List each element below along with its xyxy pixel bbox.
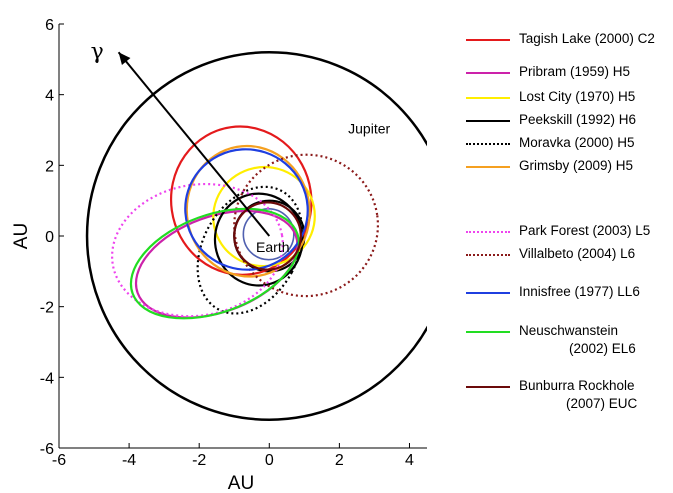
- annotation-layer: γ Earth Jupiter: [91, 39, 391, 255]
- orbit-villalbeto-2004-l6: [233, 153, 380, 298]
- legend-swatch: [466, 331, 510, 333]
- x-tick-label: -4: [122, 452, 136, 469]
- legend-swatch: [466, 254, 510, 256]
- orbit-tagish-lake-2000-c2: [169, 125, 313, 276]
- gamma-arrow-shaft: [117, 51, 271, 237]
- orbit-innisfree-1977-ll6: [184, 148, 309, 271]
- orbit-park-forest-2003-l5: [111, 182, 284, 318]
- orbit-peekskill-1992-h6: [213, 192, 304, 287]
- legend-label: Lost City (1970) H5: [519, 89, 636, 104]
- legend-swatch: [466, 386, 510, 388]
- orbit-bunburra-rockhole-2007-euc: [233, 201, 302, 271]
- legend-swatch: [466, 120, 510, 122]
- x-tick-label: 4: [405, 452, 414, 469]
- legend-label: Pribram (1959) H5: [519, 64, 631, 79]
- y-tick-label: 2: [45, 158, 54, 175]
- reference-orbit-jupiter: [85, 51, 427, 421]
- x-tick-label: 2: [335, 452, 344, 469]
- y-tick-label: 4: [45, 88, 54, 105]
- legend-label: Moravka (2000) H5: [519, 135, 635, 150]
- axes: -6 -4 -2 0 2 4 -6 -4 -2 0 2 4 6 AU AU: [11, 17, 427, 493]
- legend-swatch: [466, 166, 510, 168]
- y-tick-label: -4: [40, 370, 54, 387]
- orbit-moravka-2000-h5: [196, 185, 304, 315]
- legend-label: Bunburra Rockhole: [519, 378, 635, 393]
- earth-label: Earth: [256, 239, 289, 255]
- legend-label: Innisfree (1977) LL6: [519, 284, 640, 299]
- gamma-label: γ: [91, 39, 104, 64]
- x-tick-label: 0: [265, 452, 274, 469]
- x-tick-label: -6: [52, 452, 66, 469]
- y-tick-label: 6: [45, 17, 54, 34]
- legend-label-line2: (2007) EUC: [566, 396, 638, 411]
- x-tick-label: -2: [192, 452, 206, 469]
- orbit-lost-city-1970-h5: [212, 165, 316, 268]
- legend-label: Villalbeto (2004) L6: [519, 246, 636, 261]
- orbit-neuschwanstein-2002-el6: [129, 207, 301, 320]
- y-axis-label: AU: [11, 223, 32, 249]
- legend-swatch: [466, 292, 510, 294]
- gamma-arrow-head: [118, 52, 131, 66]
- y-tick-label: -6: [40, 441, 54, 458]
- legend-swatch: [466, 231, 510, 233]
- legend-label: Grimsby (2009) H5: [519, 158, 634, 173]
- legend-label: Neuschwanstein: [519, 323, 619, 338]
- legend-label-line2: (2002) EL6: [569, 341, 636, 356]
- legend-swatch: [466, 97, 510, 99]
- legend: Tagish Lake (2000) C2 Pribram (1959) H5 Lo…: [466, 0, 673, 493]
- legend-label: Tagish Lake (2000) C2: [519, 31, 655, 46]
- legend-swatch: [466, 39, 510, 41]
- y-tick-label: -2: [40, 300, 54, 317]
- legend-swatch: [466, 72, 510, 74]
- y-tick-label: 0: [45, 229, 54, 246]
- legend-label: Peekskill (1992) H6: [519, 112, 637, 127]
- x-axis-label: AU: [228, 473, 254, 493]
- legend-label: Park Forest (2003) L5: [519, 223, 651, 238]
- orbit-layer: [85, 51, 427, 421]
- jupiter-label: Jupiter: [348, 121, 390, 137]
- legend-swatch: [466, 143, 510, 145]
